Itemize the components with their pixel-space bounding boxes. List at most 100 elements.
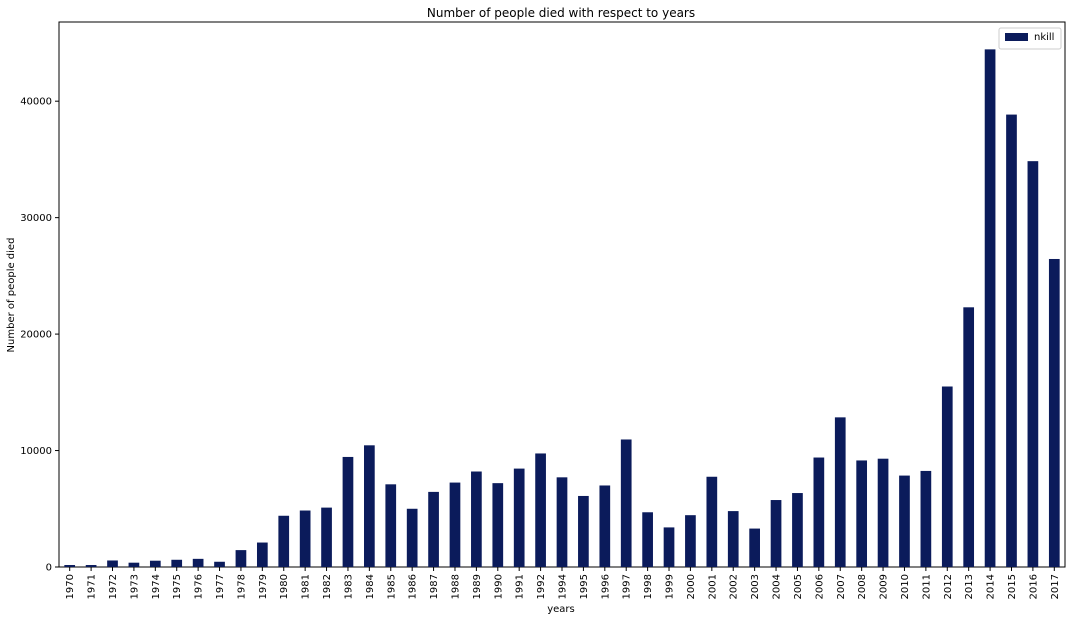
bar-1980 bbox=[278, 515, 290, 567]
x-tick-label: 1989 bbox=[472, 574, 483, 599]
x-tick-label: 1981 bbox=[301, 574, 312, 599]
bar-2013 bbox=[963, 307, 975, 567]
x-tick-label: 2008 bbox=[857, 574, 868, 599]
bar-2009 bbox=[877, 458, 889, 567]
y-axis-label: Number of people died bbox=[6, 238, 17, 353]
bar-2003 bbox=[749, 528, 760, 567]
x-tick-label: 1972 bbox=[108, 574, 119, 599]
x-tick-label: 2012 bbox=[943, 574, 954, 599]
bar-2014 bbox=[984, 49, 996, 568]
x-tick-label: 1995 bbox=[579, 574, 590, 599]
legend: nkill bbox=[998, 27, 1062, 50]
x-tick-label: 1992 bbox=[536, 574, 547, 599]
bar-1985 bbox=[385, 484, 397, 567]
bars-group bbox=[64, 49, 1060, 568]
x-tick-label: 1999 bbox=[665, 574, 676, 599]
x-tick-label: 1973 bbox=[129, 574, 140, 599]
bar-1986 bbox=[406, 508, 418, 567]
legend-label: nkill bbox=[1034, 32, 1054, 43]
x-tick-label: 1996 bbox=[600, 574, 611, 599]
x-tick-label: 2003 bbox=[750, 574, 761, 599]
x-tick-label: 1986 bbox=[408, 574, 419, 599]
bar-1984 bbox=[364, 445, 375, 567]
bar-2015 bbox=[1006, 114, 1017, 567]
x-tick-label: 2009 bbox=[879, 574, 890, 599]
x-tick-label: 1991 bbox=[515, 574, 526, 599]
x-tick-label: 2006 bbox=[814, 574, 825, 599]
x-tick-label: 1971 bbox=[87, 574, 98, 599]
x-tick-label: 1980 bbox=[279, 574, 290, 599]
x-axis: 1970 1971 1972 1973 1974 1975 1976 1977 1978 1979… bbox=[65, 567, 1061, 599]
x-tick-label: 2011 bbox=[921, 574, 932, 599]
bar-1988 bbox=[449, 482, 461, 567]
x-tick-label: 2005 bbox=[793, 574, 804, 599]
y-axis: 0 10000 20000 30000 40000 bbox=[20, 97, 59, 574]
bar-1994 bbox=[556, 477, 568, 567]
bar-1973 bbox=[128, 562, 140, 567]
bar-2012 bbox=[941, 386, 953, 567]
bar-1972 bbox=[107, 560, 118, 567]
y-tick-label: 20000 bbox=[20, 330, 52, 341]
bar-1998 bbox=[642, 512, 653, 567]
x-tick-label: 2015 bbox=[1007, 574, 1018, 599]
x-tick-label: 2010 bbox=[900, 574, 911, 599]
bar-1970 bbox=[64, 565, 76, 567]
bar-1996 bbox=[599, 485, 611, 567]
bar-1975 bbox=[171, 559, 183, 567]
bar-1981 bbox=[299, 510, 311, 567]
x-tick-label: 1988 bbox=[450, 574, 461, 599]
x-tick-label: 1979 bbox=[258, 574, 269, 599]
legend-swatch bbox=[1005, 33, 1028, 41]
bar-1983 bbox=[342, 456, 354, 567]
y-tick-label: 30000 bbox=[20, 213, 52, 224]
x-tick-label: 1976 bbox=[194, 574, 205, 599]
x-tick-label: 2013 bbox=[964, 574, 975, 599]
x-tick-label: 2017 bbox=[1050, 574, 1061, 599]
chart-title: Number of people died with respect to ye… bbox=[427, 6, 695, 20]
bar-2008 bbox=[856, 460, 868, 567]
bar-1974 bbox=[149, 560, 161, 567]
x-tick-label: 2000 bbox=[686, 574, 697, 599]
bar-1978 bbox=[235, 550, 247, 567]
bar-2006 bbox=[813, 457, 825, 567]
bar-1997 bbox=[620, 439, 632, 567]
x-tick-label: 2014 bbox=[986, 574, 997, 599]
x-tick-label: 1984 bbox=[365, 574, 376, 599]
bar-2017 bbox=[1048, 258, 1060, 567]
bar-1976 bbox=[192, 558, 204, 567]
x-tick-label: 1990 bbox=[493, 574, 504, 599]
bar-1992 bbox=[535, 453, 546, 567]
bar-2002 bbox=[727, 511, 739, 567]
y-tick-label: 10000 bbox=[20, 446, 52, 457]
x-tick-label: 1985 bbox=[386, 574, 397, 599]
bar-1977 bbox=[214, 561, 225, 567]
bar-2007 bbox=[834, 417, 846, 567]
bar-2005 bbox=[792, 493, 803, 567]
x-tick-label: 1977 bbox=[215, 574, 226, 599]
x-tick-label: 1994 bbox=[558, 574, 569, 599]
x-axis-label: years bbox=[547, 604, 575, 615]
bar-2000 bbox=[685, 515, 696, 567]
x-tick-label: 2001 bbox=[707, 574, 718, 599]
x-tick-label: 1975 bbox=[172, 574, 183, 599]
y-tick-label: 0 bbox=[46, 563, 52, 574]
x-tick-label: 1982 bbox=[322, 574, 333, 599]
bar-1971 bbox=[85, 565, 97, 567]
bar-1982 bbox=[321, 507, 332, 567]
x-tick-label: 2007 bbox=[836, 574, 847, 599]
x-tick-label: 1998 bbox=[643, 574, 654, 599]
x-tick-label: 1983 bbox=[343, 574, 354, 599]
bar-1987 bbox=[428, 491, 439, 567]
bar-1990 bbox=[492, 483, 504, 567]
x-tick-label: 1997 bbox=[622, 574, 633, 599]
x-tick-label: 1974 bbox=[151, 574, 162, 599]
x-tick-label: 1970 bbox=[65, 574, 76, 599]
bar-1979 bbox=[256, 542, 268, 567]
x-tick-label: 2004 bbox=[772, 574, 783, 599]
bar-2010 bbox=[899, 475, 910, 567]
bar-1999 bbox=[663, 527, 675, 567]
x-tick-label: 2016 bbox=[1028, 574, 1039, 599]
y-tick-label: 40000 bbox=[20, 97, 52, 108]
bar-2011 bbox=[920, 470, 932, 567]
